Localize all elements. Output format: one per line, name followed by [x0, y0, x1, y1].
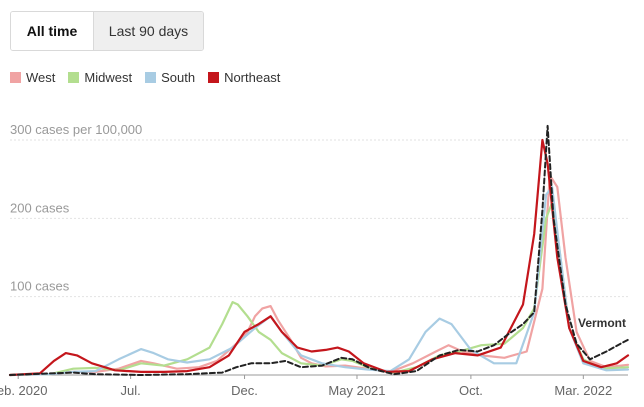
x-tick-label: Jul. — [121, 383, 141, 398]
series-line-northeast — [8, 138, 630, 377]
legend-item-south: South — [145, 70, 195, 85]
x-tick-label: Feb. 2020 — [0, 383, 47, 398]
legend-item-west: West — [10, 70, 55, 85]
last-90-days-button[interactable]: Last 90 days — [93, 12, 203, 50]
x-tick-label: Mar. 2022 — [554, 383, 612, 398]
x-tick-label: May 2021 — [328, 383, 385, 398]
legend-label: Midwest — [84, 70, 133, 85]
legend-item-northeast: Northeast — [208, 70, 280, 85]
series-line-vermont — [9, 124, 629, 376]
x-tick-label: Dec. — [231, 383, 258, 398]
legend-label: South — [161, 70, 196, 85]
legend: West Midwest South Northeast — [10, 70, 293, 85]
legend-swatch — [68, 72, 80, 83]
time-range-toggle: All time Last 90 days — [10, 11, 204, 51]
legend-item-midwest: Midwest — [68, 70, 132, 85]
legend-swatch — [145, 72, 157, 83]
legend-label: West — [26, 70, 56, 85]
y-tick-label: 100 cases — [10, 279, 70, 294]
series-line-west — [8, 174, 630, 377]
vermont-annotation-label: Vermont — [578, 316, 626, 330]
legend-swatch — [208, 72, 220, 83]
y-tick-label: 300 cases per 100,000 — [10, 122, 142, 137]
x-tick-label: Oct. — [459, 383, 483, 398]
all-time-button[interactable]: All time — [11, 12, 93, 50]
legend-label: Northeast — [224, 70, 281, 85]
legend-swatch — [10, 72, 21, 83]
series-line-south — [8, 185, 630, 377]
y-tick-label: 200 cases — [10, 200, 70, 215]
